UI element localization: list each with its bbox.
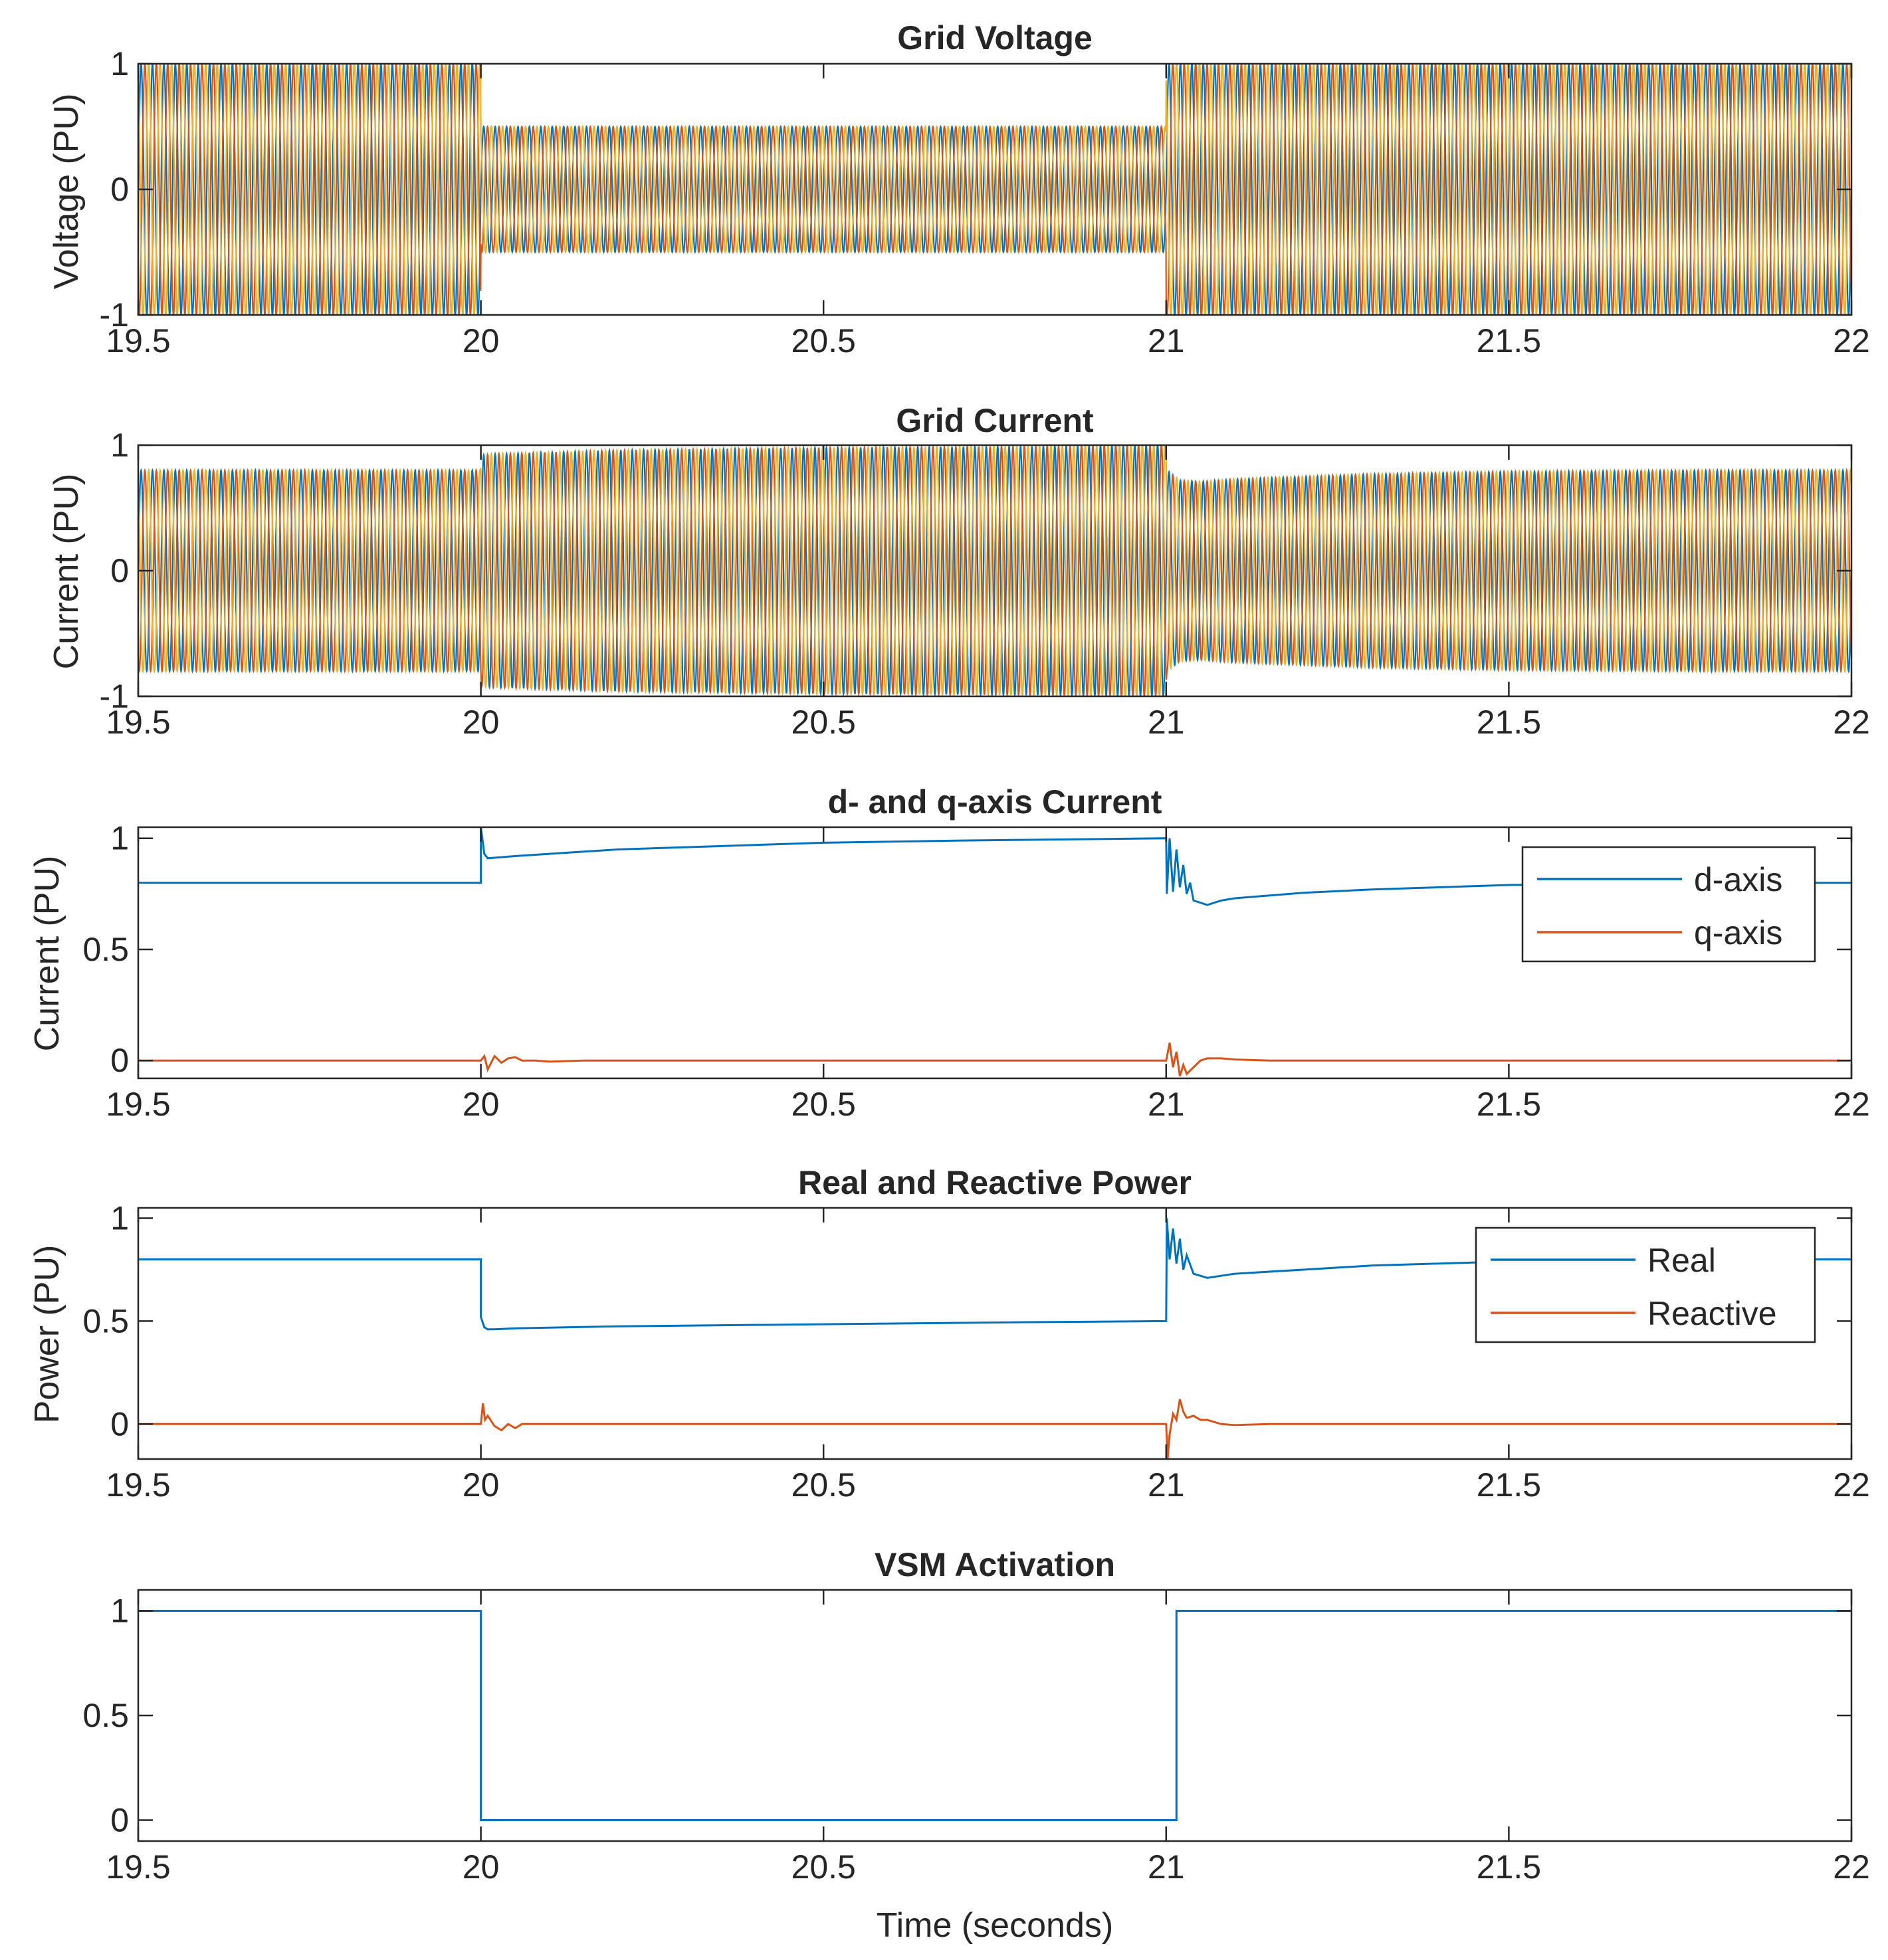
legend-label: Real	[1647, 1242, 1716, 1279]
legend-label: q-axis	[1694, 914, 1782, 951]
legend-box	[1475, 1226, 1816, 1343]
x-tick-label: 19.5	[106, 1466, 170, 1504]
x-tick-label: 22	[1833, 322, 1870, 359]
phase-a-line	[138, 445, 1851, 696]
panel-title: Grid Current	[896, 402, 1094, 439]
legend: Real Reactive	[1475, 1226, 1816, 1343]
panel-title: Real and Reactive Power	[798, 1164, 1192, 1201]
x-tick-label: 20.5	[791, 704, 856, 741]
y-tick-label: -1	[100, 296, 129, 334]
x-tick-label: 21	[1148, 322, 1185, 359]
axes-box	[137, 826, 1853, 1080]
panel-grid-current: Grid Current Current (PU) 19.5 20 20.5 21 21…	[47, 402, 1870, 741]
x-tick-label: 21.5	[1477, 1848, 1541, 1886]
y-tick-label: 1	[110, 1199, 129, 1236]
panel-real-reactive-power: Real and Reactive Power Power (PU) 19.5 2…	[28, 1164, 1870, 1504]
plot-area	[138, 445, 1851, 696]
y-tick-label: 0.5	[82, 1697, 129, 1734]
y-tick-label: 0.5	[82, 931, 129, 968]
panel-dq-current: d- and q-axis Current Current (PU) 19.5 2…	[28, 783, 1870, 1123]
y-axis-label: Current (PU)	[47, 474, 86, 670]
y-tick-label: 0	[110, 1042, 129, 1079]
x-tick-label: 21.5	[1477, 1466, 1541, 1504]
x-tick-label: 21.5	[1477, 322, 1541, 359]
legend-box	[1521, 846, 1816, 963]
y-axis-label: Voltage (PU)	[47, 94, 86, 290]
x-tick-label: 20	[463, 1086, 500, 1123]
legend-label: Reactive	[1647, 1295, 1777, 1332]
series-real-line	[138, 1218, 1851, 1331]
x-tick-label: 20	[463, 322, 500, 359]
y-tick-label: 0	[110, 171, 129, 208]
x-tick-label: 21	[1148, 1086, 1185, 1123]
x-tick-label: 19.5	[106, 1086, 170, 1123]
phase-c-line	[138, 64, 1851, 315]
x-tick-label: 20.5	[791, 1086, 856, 1123]
y-tick-label: 0	[110, 552, 129, 589]
y-tick-label: 1	[110, 427, 129, 464]
y-tick-label: 1	[110, 820, 129, 857]
plot-area	[138, 1218, 1851, 1459]
x-tick-label: 21.5	[1477, 1086, 1541, 1123]
x-tick-label: 21	[1148, 704, 1185, 741]
phase-a-line	[138, 64, 1851, 315]
y-tick-label: 1	[110, 45, 129, 82]
x-tick-label: 21.5	[1477, 704, 1541, 741]
y-axis-label: Power (PU)	[28, 1245, 66, 1424]
panel-title: VSM Activation	[875, 1546, 1115, 1583]
x-tick-label: 20.5	[791, 322, 856, 359]
series-reactive-line	[138, 1399, 1851, 1459]
phase-b-line	[138, 445, 1851, 696]
x-tick-label: 19.5	[106, 1848, 170, 1886]
x-tick-label: 22	[1833, 704, 1870, 741]
x-axis-label: Time (seconds)	[877, 1906, 1113, 1945]
x-tick-label: 22	[1833, 1466, 1870, 1504]
y-tick-label: 0	[110, 1405, 129, 1442]
x-tick-label: 20.5	[791, 1466, 856, 1504]
y-tick-label: 1	[110, 1593, 129, 1630]
x-tick-label: 22	[1833, 1086, 1870, 1123]
axes-box	[137, 1589, 1853, 1842]
x-tick-label: 19.5	[106, 322, 170, 359]
x-tick-label: 20	[463, 1848, 500, 1886]
axes-box	[137, 1207, 1853, 1460]
x-tick-label: 21	[1148, 1848, 1185, 1886]
panel-title: d- and q-axis Current	[828, 783, 1162, 821]
plot-area	[138, 827, 1851, 1077]
phase-b-line	[138, 64, 1851, 315]
series-d-axis-line	[138, 827, 1851, 906]
x-tick-label: 22	[1833, 1848, 1870, 1886]
x-tick-label: 20	[463, 1466, 500, 1504]
plot-area	[138, 64, 1851, 315]
series-q-axis-line	[138, 1042, 1851, 1077]
y-tick-label: -1	[100, 678, 129, 715]
panel-grid-voltage: Grid Voltage Voltage (PU) 19.5 20 20.5 21 21…	[47, 19, 1870, 359]
series-vsm-line	[138, 1610, 1851, 1821]
x-tick-label: 20	[463, 704, 500, 741]
panel-title: Grid Voltage	[897, 19, 1093, 56]
x-tick-label: 20.5	[791, 1848, 856, 1886]
legend-label: d-axis	[1694, 861, 1782, 898]
y-axis-label: Current (PU)	[28, 856, 66, 1052]
y-tick-label: 0.5	[82, 1302, 129, 1339]
x-tick-label: 19.5	[106, 704, 170, 741]
plot-area	[138, 1610, 1851, 1821]
legend: d-axis q-axis	[1521, 846, 1816, 963]
y-tick-label: 0	[110, 1802, 129, 1839]
phase-c-line	[138, 445, 1851, 696]
panel-vsm-activation: VSM Activation 19.5 20 20.5 21 21.5 22 0 0.5 1	[82, 1546, 1869, 1886]
x-tick-label: 21	[1148, 1466, 1185, 1504]
